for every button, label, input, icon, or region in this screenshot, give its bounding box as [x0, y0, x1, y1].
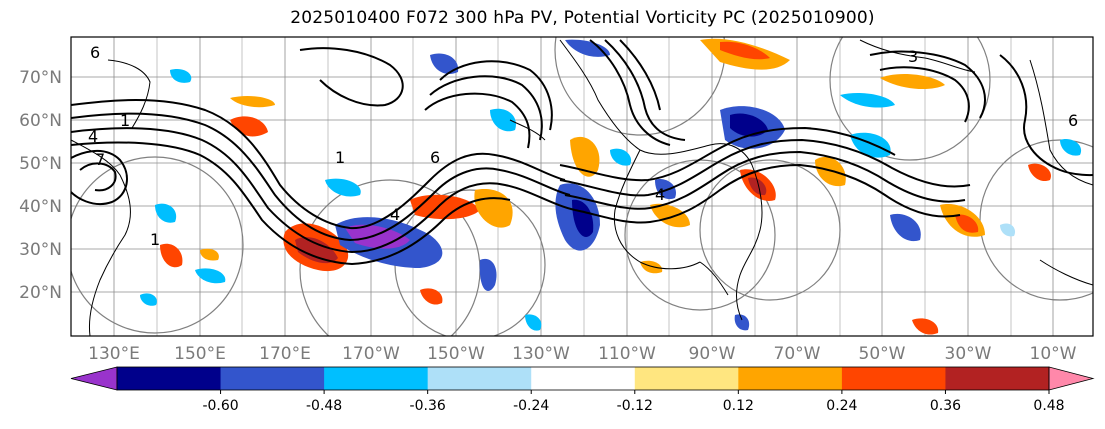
colorbar-tick-label: -0.48 [306, 398, 342, 414]
contour-label: 4 [88, 127, 98, 146]
lat-label: 20°N [19, 283, 62, 303]
colorbar-tick-label: -0.24 [513, 398, 549, 414]
lon-label: 130°W [512, 344, 570, 364]
map-frame [70, 36, 1094, 337]
colorbar-tick-label: 0.12 [723, 398, 754, 414]
pv-contours [71, 39, 1093, 266]
colorbar-extend-max [1048, 366, 1095, 391]
lon-label: 90°W [689, 344, 736, 364]
lat-label: 70°N [19, 68, 62, 88]
colorbar-tick-label: 0.24 [826, 398, 857, 414]
coastlines [71, 39, 1093, 336]
lon-label: 150°W [427, 344, 485, 364]
lat-label: 30°N [19, 240, 62, 260]
colorbar-extend-min [70, 366, 118, 391]
colorbar-outline [116, 366, 1050, 391]
contour-label: 6 [430, 148, 440, 167]
lon-label: 170°E [259, 344, 311, 364]
contour-label: 1 [120, 111, 130, 130]
contour-label: 4 [390, 205, 400, 224]
contour-label: 1 [150, 230, 160, 249]
lon-label: 130°E [88, 344, 140, 364]
contour-labels: 6 4 1 7 1 6 1 4 4 3 6 [88, 43, 1078, 249]
colorbar-tick-labels: -0.60 -0.48 -0.36 -0.24 -0.12 0.12 0.24 0.36 0.4… [202, 390, 1065, 414]
lon-label: 10°W [1030, 344, 1077, 364]
colorbar-segment [738, 367, 843, 390]
colorbar-tick-label: -0.36 [410, 398, 446, 414]
contour-label: 3 [908, 47, 918, 66]
colorbar-segment [841, 367, 946, 390]
lon-label: 70°W [774, 344, 821, 364]
lon-label: 150°E [174, 344, 226, 364]
colorbar-segment [220, 367, 325, 390]
colorbar-segment [634, 367, 739, 390]
lat-label: 40°N [19, 197, 62, 217]
lat-label: 50°N [19, 154, 62, 174]
lon-label: 30°W [945, 344, 992, 364]
contour-label: 4 [655, 185, 665, 204]
lat-label: 60°N [19, 111, 62, 131]
contour-label: 6 [1068, 111, 1078, 130]
plot-title: 2025010400 F072 300 hPa PV, Potential Vo… [290, 8, 875, 28]
longitude-labels: 130°E 150°E 170°E 170°W 150°W 130°W 110°… [88, 344, 1077, 364]
colorbar-tick-label: -0.12 [617, 398, 653, 414]
latitude-labels: 70°N 60°N 50°N 40°N 30°N 20°N [19, 68, 62, 303]
contour-label: 6 [90, 43, 100, 62]
colorbar-segment [117, 367, 222, 390]
lon-label: 50°W [859, 344, 906, 364]
colorbar-segment [324, 367, 429, 390]
colorbar-segment [945, 367, 1050, 390]
colorbar-tick-label: 0.36 [930, 398, 961, 414]
colorbar-tick-label: -0.60 [202, 398, 238, 414]
colorbar-tick-label: 0.48 [1033, 398, 1064, 414]
lon-label: 110°W [598, 344, 656, 364]
colorbar-segment [427, 367, 532, 390]
lon-label: 170°W [342, 344, 400, 364]
colorbar [70, 366, 1095, 391]
contour-label: 7 [95, 150, 105, 169]
colorbar-segment [531, 367, 636, 390]
contour-label: 1 [335, 148, 345, 167]
